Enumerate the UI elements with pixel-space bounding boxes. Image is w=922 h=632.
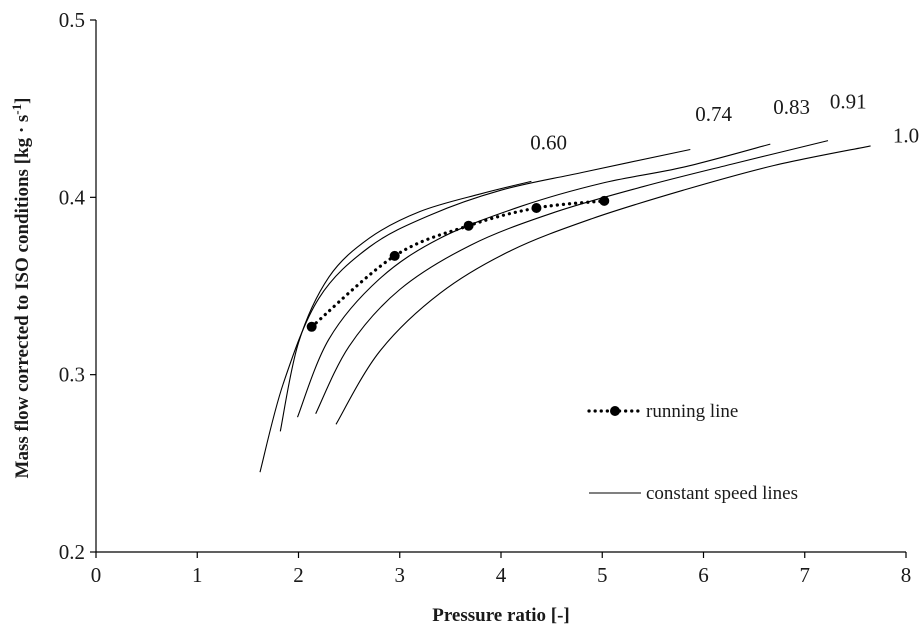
running-line-point-1 [389,250,400,261]
x-tick-label: 1 [192,563,203,587]
speed-line-0-74 [259,148,691,473]
running-line-series [306,195,610,332]
y-tick-label: 0.4 [59,185,86,209]
y-axis-ticks: 0.2 0.3 0.4 0.5 [59,8,96,564]
x-axis-ticks: 0 1 2 3 4 5 6 7 8 [91,552,912,587]
legend-running-line-marker [610,406,620,416]
speed-label-1-0: 1.0 [893,123,919,147]
running-line-point-2 [463,220,474,231]
legend-item-constant-speed-lines: constant speed lines [589,483,798,504]
speed-label-0-91: 0.91 [830,90,867,114]
x-tick-label: 7 [800,563,811,587]
running-line-point-3 [531,202,542,213]
speed-label-0-83: 0.83 [773,95,810,119]
legend-item-running-line: running line [587,401,738,422]
y-tick-label: 0.3 [59,363,85,387]
speed-line-1-0 [335,145,871,425]
y-axis-title-main: Mass flow corrected to ISO conditions [k… [12,115,33,479]
x-tick-label: 5 [597,563,608,587]
x-tick-label: 8 [901,563,912,587]
y-axis-title-superscript: -1 [9,104,24,115]
y-axis-title: Mass flow corrected to ISO conditions [k… [9,98,33,479]
speed-line-0-91 [315,140,829,414]
legend: running line constant speed lines [587,401,798,504]
y-tick-label: 0.5 [59,8,85,32]
speed-line-0-83 [296,143,771,418]
x-axis-title: Pressure ratio [-] [432,605,570,626]
constant-speed-lines [259,140,871,473]
x-tick-label: 6 [698,563,709,587]
speed-label-0-74: 0.74 [695,102,732,126]
legend-running-line-label: running line [646,401,738,422]
constant-speed-labels: 0.60 0.74 0.83 0.91 1.0 [530,90,919,155]
x-tick-label: 4 [496,563,507,587]
y-axis-title-end: ] [12,98,33,104]
x-tick-label: 2 [293,563,304,587]
speed-label-0-60: 0.60 [530,130,567,154]
x-tick-label: 0 [91,563,102,587]
running-line-point-4 [599,195,610,206]
legend-constant-speed-label: constant speed lines [646,483,798,504]
x-tick-label: 3 [395,563,406,587]
y-tick-label: 0.2 [59,540,85,564]
running-line-point-0 [306,321,317,332]
running-line-path [310,199,606,329]
speed-line-0-60 [279,180,532,432]
